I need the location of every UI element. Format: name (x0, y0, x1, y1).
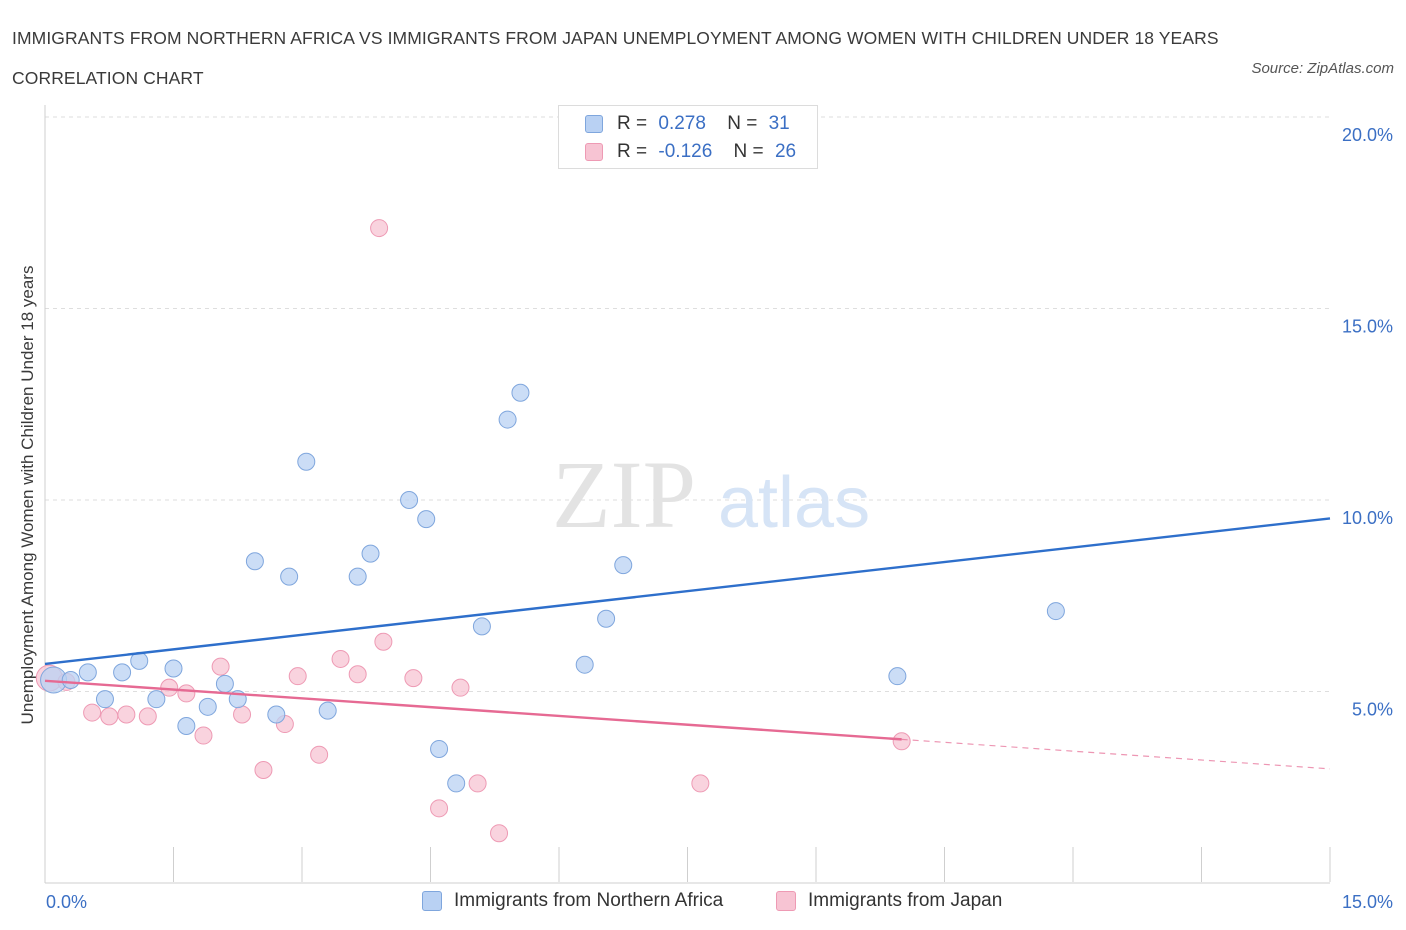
data-point (254, 761, 273, 780)
series-northern-africa (40, 383, 1065, 793)
grid-layer (45, 116, 1330, 692)
y-tick-label: 20.0% (1342, 125, 1393, 145)
data-point (1046, 602, 1065, 621)
axis-layer (44, 105, 1331, 884)
data-point (83, 703, 102, 722)
trend-line-japan-extension (901, 738, 1331, 770)
data-point (177, 684, 196, 703)
tick-labels: 5.0% 10.0% 15.0% 20.0% 0.0% 15.0% (46, 125, 1393, 912)
data-point (78, 663, 97, 682)
bottom-legend-swatch-blue (422, 891, 442, 911)
legend-n-label: N = (727, 113, 758, 134)
watermark-zip: ZIP (552, 441, 696, 548)
trend-line-japan (44, 679, 902, 741)
data-point (404, 669, 423, 688)
data-point (297, 452, 316, 471)
y-tick-label: 10.0% (1342, 508, 1393, 528)
correlation-legend: R = 0.278 N = 31 R = -0.126 N = 26 (558, 105, 818, 169)
data-point (348, 665, 367, 684)
x-tick-label: 0.0% (46, 892, 87, 912)
bottom-legend-label: Immigrants from Japan (808, 890, 1003, 911)
data-point (233, 705, 252, 724)
data-point (348, 567, 367, 586)
data-point (451, 678, 470, 697)
data-point (267, 705, 286, 724)
watermark-atlas: atlas (718, 463, 870, 543)
data-point (194, 726, 213, 745)
data-point (100, 707, 119, 726)
data-point (430, 739, 449, 758)
y-tick-label: 15.0% (1342, 317, 1393, 337)
legend-swatch-blue (585, 115, 603, 133)
data-point (614, 556, 633, 575)
data-point (417, 510, 436, 529)
data-point (511, 383, 530, 402)
legend-r-label: R = (617, 141, 648, 162)
series-japan (35, 219, 911, 843)
data-point (95, 690, 114, 709)
data-point (117, 705, 136, 724)
data-point (164, 659, 183, 678)
data-point (490, 824, 509, 843)
data-point (61, 671, 80, 690)
watermark: ZIP atlas (552, 441, 870, 548)
legend-r-value: -0.126 (658, 141, 713, 162)
chart-source: Source: ZipAtlas.com (1251, 60, 1394, 77)
data-point (575, 655, 594, 674)
legend-n-value: 26 (774, 141, 797, 162)
data-point (318, 701, 337, 720)
data-point (888, 667, 907, 686)
data-point (177, 716, 196, 735)
trend-line-northern-africa (44, 517, 1331, 666)
data-point (892, 732, 911, 751)
data-point (472, 617, 491, 636)
data-point (447, 774, 466, 793)
data-point (691, 774, 710, 793)
data-point (370, 219, 389, 238)
data-point (374, 632, 393, 651)
data-point (198, 697, 217, 716)
data-point (215, 674, 234, 693)
chart-title: IMMIGRANTS FROM NORTHERN AFRICA VS IMMIG… (12, 28, 1219, 88)
trend-lines (44, 517, 1331, 770)
bottom-legend-label: Immigrants from Northern Africa (454, 890, 724, 911)
data-point (280, 567, 299, 586)
data-point (113, 663, 132, 682)
data-point (468, 774, 487, 793)
data-point (147, 690, 166, 709)
data-point (430, 799, 449, 818)
data-point (310, 745, 329, 764)
x-tick-label: 15.0% (1342, 892, 1393, 912)
data-point (498, 410, 517, 429)
bottom-legend-swatch-pink (776, 891, 796, 911)
legend-r-label: R = (617, 113, 648, 134)
legend-r-value: 0.278 (658, 113, 706, 134)
legend-swatch-pink (585, 143, 603, 161)
data-point (400, 491, 419, 509)
data-point (361, 544, 380, 563)
legend-n-label: N = (733, 141, 764, 162)
data-point (331, 649, 350, 668)
y-tick-label: 5.0% (1352, 700, 1393, 720)
data-point (211, 657, 230, 676)
data-point (288, 667, 307, 686)
data-point (597, 609, 616, 628)
legend-n-value: 31 (768, 113, 790, 134)
data-point (245, 552, 264, 571)
data-point (138, 707, 157, 726)
